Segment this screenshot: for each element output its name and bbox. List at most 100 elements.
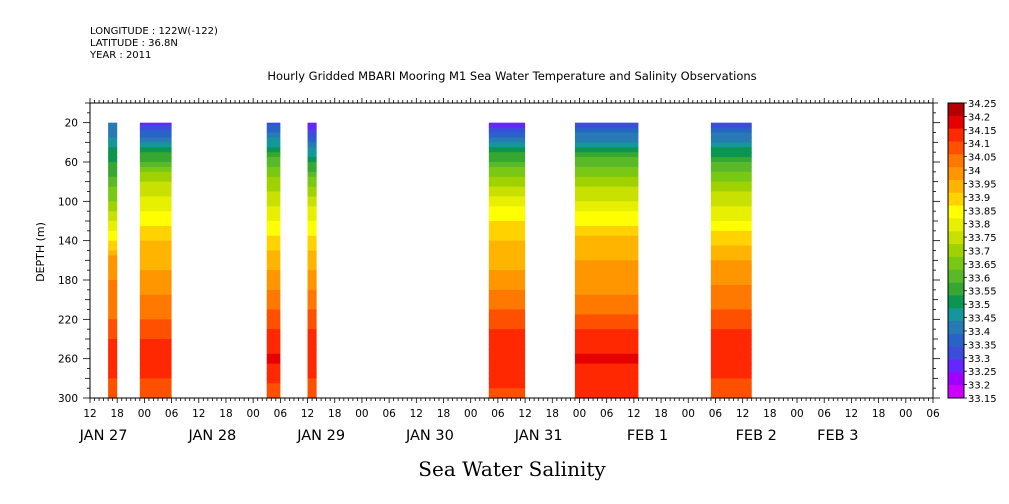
- salinity-cell: [307, 171, 317, 178]
- salinity-cell: [710, 393, 752, 397]
- data-column: [574, 122, 639, 399]
- salinity-cell: [710, 181, 752, 188]
- y-tick-label: 60: [65, 157, 78, 169]
- salinity-cell: [710, 176, 752, 183]
- salinity-cell: [266, 378, 281, 384]
- salinity-cell: [108, 216, 118, 222]
- salinity-cell: [710, 142, 752, 148]
- salinity-cell: [266, 225, 281, 232]
- salinity-cell: [710, 250, 752, 257]
- salinity-cell: [139, 157, 172, 163]
- salinity-cell: [488, 162, 526, 168]
- salinity-cell: [139, 171, 172, 178]
- salinity-cell: [266, 294, 281, 301]
- salinity-cell: [108, 304, 118, 311]
- colorbar-segment: [948, 115, 964, 130]
- salinity-cell: [710, 319, 752, 325]
- salinity-cell: [307, 255, 317, 261]
- salinity-cell: [574, 137, 639, 143]
- salinity-cell: [108, 125, 118, 129]
- salinity-cell: [266, 358, 281, 365]
- x-tick-label: 06: [600, 408, 614, 420]
- x-tick-label: 12: [410, 408, 423, 420]
- salinity-cell: [139, 348, 172, 355]
- salinity-cell: [108, 171, 118, 178]
- salinity-cell: [307, 240, 317, 247]
- salinity-cell: [574, 255, 639, 261]
- salinity-cell: [266, 383, 281, 389]
- salinity-cell: [266, 280, 281, 286]
- plot-area: [108, 122, 752, 399]
- salinity-cell: [307, 284, 317, 291]
- salinity-cell: [488, 299, 526, 306]
- salinity-cell: [108, 250, 118, 257]
- salinity-cell: [266, 289, 281, 296]
- x-date-label: JAN 31: [514, 428, 563, 444]
- colorbar-segment: [948, 244, 964, 258]
- salinity-cell: [574, 221, 639, 227]
- salinity-cell: [710, 275, 752, 281]
- salinity-cell: [266, 142, 281, 148]
- salinity-cell: [488, 235, 526, 242]
- colorbar-label: 33.5: [968, 300, 990, 311]
- salinity-cell: [266, 191, 281, 198]
- salinity-cell: [139, 255, 172, 261]
- salinity-cell: [307, 343, 317, 350]
- salinity-cell: [139, 388, 172, 392]
- salinity-cell: [139, 309, 172, 316]
- salinity-cell: [710, 171, 752, 178]
- x-tick-label: 12: [627, 408, 640, 420]
- salinity-cell: [266, 309, 281, 316]
- salinity-cell: [710, 324, 752, 330]
- salinity-cell: [266, 373, 281, 379]
- salinity-cell: [108, 162, 118, 168]
- salinity-cell: [266, 157, 281, 163]
- salinity-cell: [488, 329, 526, 335]
- salinity-cell: [139, 181, 172, 188]
- salinity-cell: [574, 343, 639, 350]
- salinity-cell: [307, 191, 317, 198]
- salinity-cell: [488, 319, 526, 325]
- salinity-cell: [307, 393, 317, 397]
- salinity-cell: [574, 383, 639, 389]
- salinity-cell: [574, 304, 639, 311]
- data-column: [266, 122, 281, 399]
- salinity-cell: [139, 383, 172, 389]
- salinity-cell: [108, 225, 118, 232]
- colorbar-label: 34.15: [968, 126, 997, 137]
- salinity-cell: [574, 314, 639, 320]
- salinity-cell: [488, 130, 526, 134]
- salinity-cell: [488, 358, 526, 365]
- salinity-cell: [108, 147, 118, 153]
- salinity-cell: [139, 250, 172, 257]
- colorbar-label: 33.35: [968, 340, 997, 351]
- salinity-cell: [710, 294, 752, 301]
- salinity-cell: [108, 314, 118, 320]
- salinity-cell: [307, 196, 317, 202]
- x-tick-label: 06: [491, 408, 505, 420]
- salinity-cell: [139, 378, 172, 384]
- salinity-cell: [488, 348, 526, 355]
- salinity-cell: [488, 275, 526, 281]
- y-tick-label: 20: [65, 118, 78, 130]
- x-date-label: FEB 3: [817, 428, 858, 444]
- salinity-cell: [108, 334, 118, 340]
- salinity-cell: [108, 186, 118, 193]
- salinity-cell: [139, 368, 172, 375]
- salinity-cell: [307, 270, 317, 276]
- colorbar-segment: [948, 333, 964, 348]
- colorbar-label: 33.95: [968, 179, 997, 190]
- salinity-cell: [574, 186, 639, 193]
- colorbar-segment: [948, 218, 964, 232]
- salinity-cell: [139, 299, 172, 306]
- colorbar-segment: [948, 256, 964, 271]
- x-date-label: JAN 28: [187, 428, 236, 444]
- salinity-cell: [139, 137, 172, 143]
- salinity-cell: [108, 343, 118, 350]
- salinity-cell: [574, 176, 639, 183]
- salinity-cell: [488, 201, 526, 207]
- salinity-cell: [307, 137, 317, 143]
- salinity-cell: [574, 245, 639, 252]
- salinity-cell: [574, 319, 639, 325]
- salinity-cell: [266, 125, 281, 129]
